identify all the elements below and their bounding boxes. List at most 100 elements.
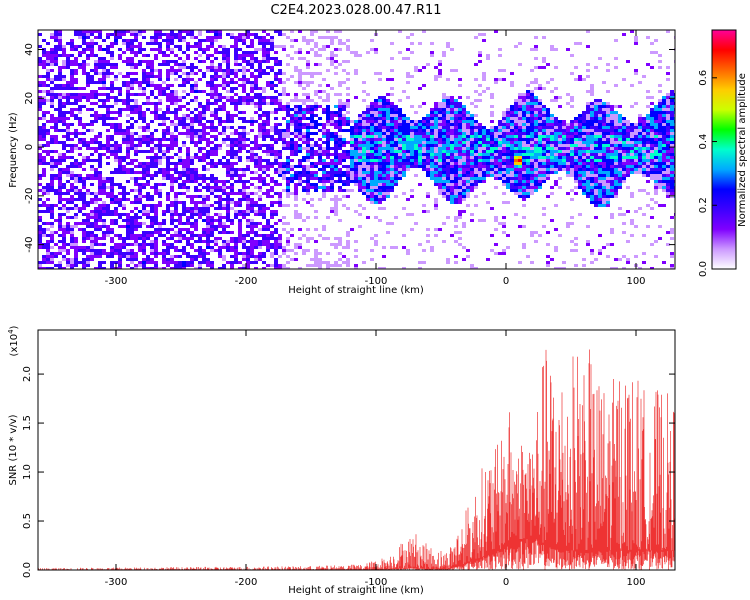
spectrogram-cell (126, 258, 130, 261)
spectrogram-cell (482, 159, 486, 162)
spectrogram-cell (342, 78, 346, 81)
spectrogram-cell (282, 114, 286, 117)
spectrogram-cell (134, 264, 138, 267)
spectrogram-cell (210, 129, 214, 132)
spectrogram-cell (382, 159, 386, 162)
spectrogram-cell (354, 126, 358, 129)
spectrogram-cell (66, 42, 70, 45)
spectrogram-cell (42, 150, 46, 153)
spectrogram-cell (154, 108, 158, 111)
spectrogram-cell (326, 216, 330, 219)
spectrogram-cell (222, 48, 226, 51)
spectrogram-cell (446, 138, 450, 141)
spectrogram-cell (126, 168, 130, 171)
spectrogram-cell (414, 156, 418, 159)
spectrogram-cell (234, 57, 238, 60)
spectrogram-cell (210, 54, 214, 57)
spectrogram-cell (306, 153, 310, 156)
spectrogram-cell (266, 195, 270, 198)
spectrogram-cell (258, 60, 262, 63)
spectrogram-cell (438, 147, 442, 150)
spectrogram-cell (226, 159, 230, 162)
spectrogram-cell (82, 204, 86, 207)
spectrogram-cell (314, 150, 318, 153)
spectrogram-cell (514, 141, 518, 144)
spectrogram-cell (302, 99, 306, 102)
spectrogram-cell (210, 141, 214, 144)
spectrogram-cell (58, 48, 62, 51)
spectrogram-cell (302, 114, 306, 117)
spectrogram-cell (122, 192, 126, 195)
spectrogram-cell (378, 174, 382, 177)
spectrogram-cell (262, 192, 266, 195)
spectrogram-cell (406, 144, 410, 147)
spectrogram-cell (130, 138, 134, 141)
spectrogram-cell (338, 126, 342, 129)
spectrogram-cell (206, 186, 210, 189)
spectrogram-cell (430, 120, 434, 123)
spectrogram-cell (202, 48, 206, 51)
spectrogram-cell (222, 75, 226, 78)
spectrogram-cell (374, 183, 378, 186)
spectrogram-cell (98, 213, 102, 216)
spectrogram-cell (170, 111, 174, 114)
spectrogram-cell (258, 117, 262, 120)
spectrogram-cell (278, 78, 282, 81)
spectrogram-cell (146, 126, 150, 129)
spectrogram-cell (326, 165, 330, 168)
spectrogram-cell (186, 108, 190, 111)
spectrogram-cell (58, 240, 62, 243)
spectrogram-cell (130, 108, 134, 111)
spectrogram-cell (346, 102, 350, 105)
spectrogram-cell (70, 138, 74, 141)
spectrogram-cell (258, 255, 262, 258)
spectrogram-cell (494, 168, 498, 171)
spectrogram-cell (434, 180, 438, 183)
spectrogram-cell (358, 156, 362, 159)
spectrogram-cell (238, 102, 242, 105)
spectrogram-cell (58, 111, 62, 114)
spectrogram-cell (262, 54, 266, 57)
spectrogram-cell (54, 51, 58, 54)
spectrogram-cell (166, 96, 170, 99)
spectrogram-cell (102, 237, 106, 240)
spectrogram-cell (378, 111, 382, 114)
spectrogram-cell (218, 147, 222, 150)
spectrogram-cell (518, 126, 522, 129)
spectrogram-cell (422, 120, 426, 123)
spectrogram-cell (218, 207, 222, 210)
spectrogram-cell (234, 246, 238, 249)
spectrogram-cell (370, 189, 374, 192)
spectrogram-cell (50, 57, 54, 60)
spectrogram-cell (246, 255, 250, 258)
spectrogram-cell (114, 243, 118, 246)
spectrogram-cell (254, 258, 258, 261)
spectrogram-cell (270, 210, 274, 213)
spectrogram-cell (334, 66, 338, 69)
spectrogram-cell (434, 171, 438, 174)
spectrogram-cell (250, 183, 254, 186)
spectrogram-cell (302, 123, 306, 126)
spectrogram-cell (74, 135, 78, 138)
spectrogram-cell (250, 141, 254, 144)
spectrogram-cell (78, 111, 82, 114)
spectrogram-cell (230, 156, 234, 159)
spectrogram-cell (166, 204, 170, 207)
spectrogram-cell (254, 234, 258, 237)
spectrogram-cell (114, 63, 118, 66)
spectrogram-cell (102, 105, 106, 108)
spectrogram-cell (202, 177, 206, 180)
spectrogram-cell (406, 135, 410, 138)
spectrogram-cell (454, 117, 458, 120)
spectrogram-cell (194, 234, 198, 237)
spectrogram-cell (266, 147, 270, 150)
spectrogram-cell (254, 201, 258, 204)
spectrogram-cell (514, 165, 518, 168)
spectrogram-cell (466, 162, 470, 165)
spectrogram-cell (410, 33, 414, 36)
spectrogram-cell (382, 147, 386, 150)
spectrogram-cell (430, 123, 434, 126)
spectrogram-cell (406, 252, 410, 255)
spectrogram-cell (58, 219, 62, 222)
spectrogram-cell (478, 60, 482, 63)
